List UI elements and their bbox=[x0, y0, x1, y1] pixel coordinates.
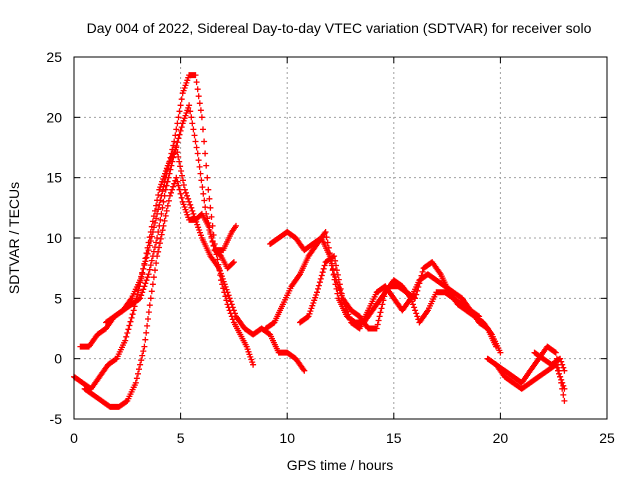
y-axis-label: SDTVAR / TECUs bbox=[6, 182, 22, 294]
y-tick-label: 20 bbox=[46, 109, 62, 125]
x-tick-label: 0 bbox=[70, 430, 78, 446]
x-tick-label: 5 bbox=[177, 430, 185, 446]
y-tick-label: 15 bbox=[46, 170, 62, 186]
grid bbox=[74, 57, 607, 419]
series-markers bbox=[531, 349, 568, 374]
series-markers bbox=[71, 144, 308, 392]
x-tick-label: 20 bbox=[493, 430, 509, 446]
series-trace-3 bbox=[81, 174, 237, 410]
x-tick-label: 15 bbox=[386, 430, 402, 446]
x-tick-label: 10 bbox=[279, 430, 295, 446]
series-markers bbox=[297, 253, 483, 332]
series-trace-4 bbox=[103, 102, 239, 326]
series-markers bbox=[493, 361, 568, 392]
x-axis-label: GPS time / hours bbox=[287, 457, 394, 473]
series-trace-8 bbox=[484, 343, 568, 404]
axis-ticks: 0 5 10 15 20 25 -5 0 5 10 15 20 25 bbox=[46, 49, 615, 446]
series-trace-2 bbox=[77, 72, 257, 368]
series-trace-1 bbox=[71, 144, 308, 392]
y-tick-label: 0 bbox=[54, 351, 62, 367]
series-markers bbox=[77, 72, 257, 368]
series-trace-7 bbox=[297, 253, 483, 332]
y-tick-label: 25 bbox=[46, 49, 62, 65]
x-tick-label: 25 bbox=[599, 430, 615, 446]
series-trace-9 bbox=[493, 361, 568, 392]
y-tick-label: 10 bbox=[46, 230, 62, 246]
y-tick-label: -5 bbox=[50, 411, 63, 427]
series-trace-10 bbox=[531, 349, 568, 374]
series-markers bbox=[81, 174, 237, 410]
series-markers bbox=[103, 102, 239, 326]
chart-title: Day 004 of 2022, Sidereal Day-to-day VTE… bbox=[87, 20, 592, 36]
data-series bbox=[71, 72, 568, 410]
series-markers bbox=[484, 343, 568, 404]
y-tick-label: 5 bbox=[54, 290, 62, 306]
